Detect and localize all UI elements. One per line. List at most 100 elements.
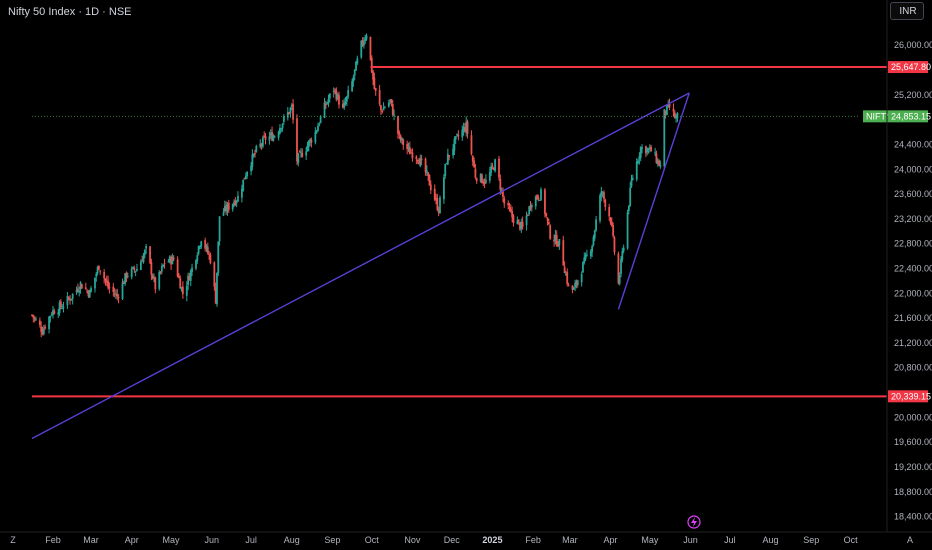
candle-body bbox=[549, 225, 552, 239]
candle-body bbox=[595, 219, 597, 231]
candle-body bbox=[280, 128, 283, 130]
candle-body bbox=[444, 164, 447, 177]
candle-body bbox=[223, 205, 226, 212]
candle-body bbox=[428, 174, 431, 186]
candle-body bbox=[104, 278, 107, 281]
candle-body bbox=[608, 206, 611, 217]
candle-body bbox=[387, 102, 390, 107]
candle-body bbox=[143, 250, 146, 255]
candle-body bbox=[317, 125, 319, 132]
x-tick-label: Sep bbox=[803, 535, 819, 545]
candle-body bbox=[369, 36, 372, 60]
candle-body bbox=[351, 81, 353, 92]
candle-body bbox=[235, 201, 238, 204]
candle-body bbox=[520, 222, 523, 229]
candle-body bbox=[240, 188, 243, 198]
candle-body bbox=[390, 99, 393, 104]
y-tick-label: 21,200.00 bbox=[894, 338, 932, 348]
candle-body bbox=[271, 132, 273, 141]
candle-body bbox=[360, 40, 363, 58]
candle-body bbox=[402, 139, 405, 146]
candle-body bbox=[246, 171, 249, 177]
candle-body bbox=[519, 222, 521, 230]
candle-body bbox=[630, 179, 633, 187]
lightning-icon[interactable] bbox=[687, 515, 701, 529]
candle-body bbox=[181, 286, 184, 294]
candle-body bbox=[59, 301, 62, 308]
x-tick-label: May bbox=[163, 535, 181, 545]
candle-body bbox=[365, 35, 368, 40]
candle-body bbox=[52, 310, 54, 315]
price-level-label: 20,339.15 bbox=[891, 391, 931, 401]
candle-body bbox=[427, 172, 430, 176]
candle-body bbox=[259, 143, 262, 147]
x-tick-label: Aug bbox=[284, 535, 300, 545]
candle-body bbox=[676, 112, 679, 119]
candle-body bbox=[116, 293, 119, 297]
candle-body bbox=[132, 266, 134, 269]
candle-body bbox=[113, 293, 116, 295]
candle-body bbox=[171, 256, 174, 265]
candle-body bbox=[484, 179, 487, 183]
candle-body bbox=[503, 198, 506, 204]
candle-body bbox=[398, 132, 401, 135]
candle-body bbox=[345, 96, 348, 102]
candle-body bbox=[99, 270, 102, 272]
candle-body bbox=[419, 158, 422, 167]
candle-body bbox=[77, 288, 79, 292]
last-price-label: 24,853.15 bbox=[891, 111, 931, 121]
candle-body bbox=[456, 134, 458, 136]
candle-body bbox=[255, 146, 258, 152]
candle-body bbox=[545, 213, 548, 217]
candle-body bbox=[178, 275, 180, 278]
candle-body bbox=[335, 90, 338, 100]
y-tick-label: 19,200.00 bbox=[894, 462, 932, 472]
last-price-tag bbox=[888, 110, 928, 123]
candle-body bbox=[48, 316, 50, 330]
candle-body bbox=[108, 286, 111, 289]
price-level-tag bbox=[888, 390, 928, 403]
candle-body bbox=[648, 146, 651, 149]
currency-button[interactable]: INR bbox=[890, 2, 924, 20]
candle-body bbox=[418, 161, 420, 165]
candle-body bbox=[179, 277, 182, 289]
candle-body bbox=[370, 57, 373, 73]
candle-body bbox=[163, 263, 166, 265]
candle-body bbox=[473, 160, 475, 168]
candle-body bbox=[620, 258, 622, 274]
candle-body bbox=[314, 131, 317, 143]
candle-body bbox=[172, 257, 175, 260]
candle-body bbox=[448, 155, 451, 157]
candle-body bbox=[589, 251, 592, 257]
candle-body bbox=[672, 108, 675, 112]
candle-body bbox=[435, 198, 437, 200]
candle-body bbox=[511, 210, 514, 218]
candle-body bbox=[305, 151, 308, 156]
candle-body bbox=[411, 152, 414, 159]
candle-body bbox=[529, 205, 532, 209]
candle-body bbox=[475, 178, 478, 182]
candle-body bbox=[482, 181, 485, 184]
candle-body bbox=[260, 144, 263, 146]
candle-body bbox=[254, 152, 256, 154]
candle-body bbox=[600, 191, 603, 196]
candle-body bbox=[53, 311, 56, 314]
candle-body bbox=[629, 187, 632, 207]
candle-body bbox=[31, 314, 33, 316]
candle-body bbox=[41, 332, 44, 335]
candle-body bbox=[380, 105, 382, 111]
candle-body bbox=[327, 99, 330, 103]
y-tick-label: 26,000.00 bbox=[894, 40, 932, 50]
candle-body bbox=[609, 217, 612, 223]
candle-body bbox=[195, 260, 197, 269]
candle-body bbox=[452, 148, 454, 156]
candle-body bbox=[355, 61, 357, 71]
candle-body bbox=[170, 257, 172, 265]
candle-body bbox=[635, 161, 638, 180]
candle-body bbox=[209, 254, 212, 264]
candle-body bbox=[656, 160, 659, 164]
candle-body bbox=[521, 221, 524, 227]
candle-body bbox=[71, 293, 74, 299]
overlay-layer: 25,647.80 20,339.15 NIFTY 24,853.15 bbox=[31, 61, 931, 529]
